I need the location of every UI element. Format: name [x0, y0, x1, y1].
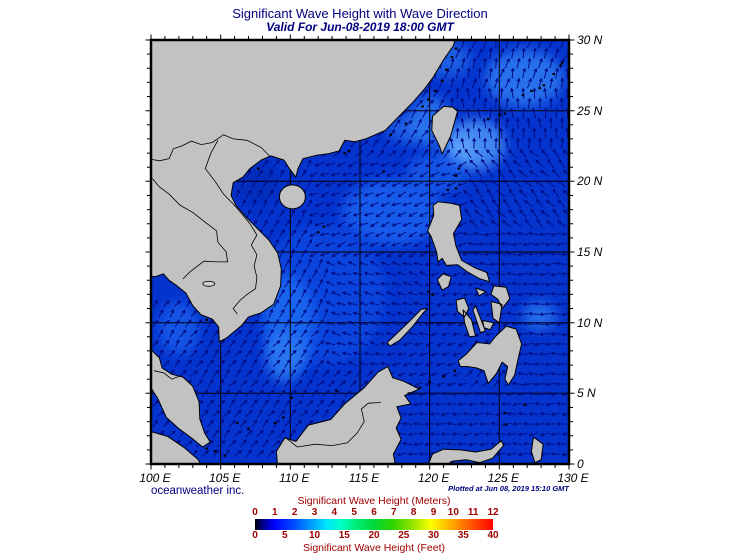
lat-label-5n: 5 N: [577, 386, 596, 401]
meters-tick-0: 0: [252, 507, 258, 518]
colorbar-gradient: [255, 519, 493, 530]
feet-tick-20: 20: [368, 530, 380, 541]
feet-tick-5: 5: [281, 530, 288, 541]
colorbar-title-meters: Significant Wave Height (Meters): [297, 495, 451, 507]
meters-tick-8: 8: [410, 507, 417, 518]
wave-map-canvas: [145, 34, 575, 470]
lon-label-115e: 115 E: [348, 471, 380, 485]
meters-tick-1: 1: [272, 507, 278, 518]
meters-tick-4: 4: [331, 507, 338, 518]
meters-tick-10: 10: [447, 507, 459, 518]
meters-tick-5: 5: [351, 507, 357, 518]
lat-label-0n: 0: [577, 457, 584, 471]
colorbar-meters-ticks: 0 1 2 3 4 5 6 7 8 9 10 11 12: [252, 507, 498, 519]
meters-tick-2: 2: [291, 507, 298, 518]
feet-tick-40: 40: [487, 530, 499, 541]
feet-tick-35: 35: [457, 530, 469, 541]
lon-label-130e: 130 E: [557, 471, 589, 485]
valid-time-subtitle: Valid For Jun-08-2019 18:00 GMT: [266, 20, 454, 34]
lon-label-120e: 120 E: [417, 471, 450, 485]
lon-label-110e: 110 E: [279, 471, 310, 485]
meters-tick-12: 12: [487, 507, 499, 518]
feet-tick-10: 10: [308, 530, 321, 541]
meters-tick-6: 6: [371, 507, 377, 518]
feet-tick-25: 25: [398, 530, 410, 541]
lat-label-15n: 15 N: [577, 245, 603, 259]
lat-label-10n: 10 N: [577, 315, 603, 330]
oceanweather-credit: oceanweather inc.: [151, 485, 245, 497]
lat-label-20n: 20 N: [577, 174, 603, 189]
plotted-timestamp: Plotted at Jun 08, 2019 15:10 GMT: [448, 484, 569, 493]
lat-label-25n: 25 N: [577, 103, 603, 118]
feet-tick-30: 30: [427, 530, 440, 541]
lon-label-100e: 100 E: [139, 471, 171, 485]
colorbar-feet-ticks: 0 5 10 15 20 25 30 35 40: [252, 530, 498, 542]
colorbar-title-feet: Significant Wave Height (Feet): [302, 542, 445, 554]
lat-label-30n: 30 N: [577, 33, 603, 47]
meters-tick-7: 7: [391, 507, 397, 518]
meters-tick-9: 9: [430, 507, 437, 518]
page-title: Significant Wave Height with Wave Direct…: [232, 6, 488, 21]
feet-tick-0: 0: [252, 530, 258, 541]
feet-tick-15: 15: [338, 530, 350, 541]
meters-tick-3: 3: [311, 507, 318, 518]
lon-label-105e: 105 E: [208, 471, 241, 485]
meters-tick-11: 11: [467, 507, 479, 518]
lon-label-125e: 125 E: [487, 471, 520, 485]
